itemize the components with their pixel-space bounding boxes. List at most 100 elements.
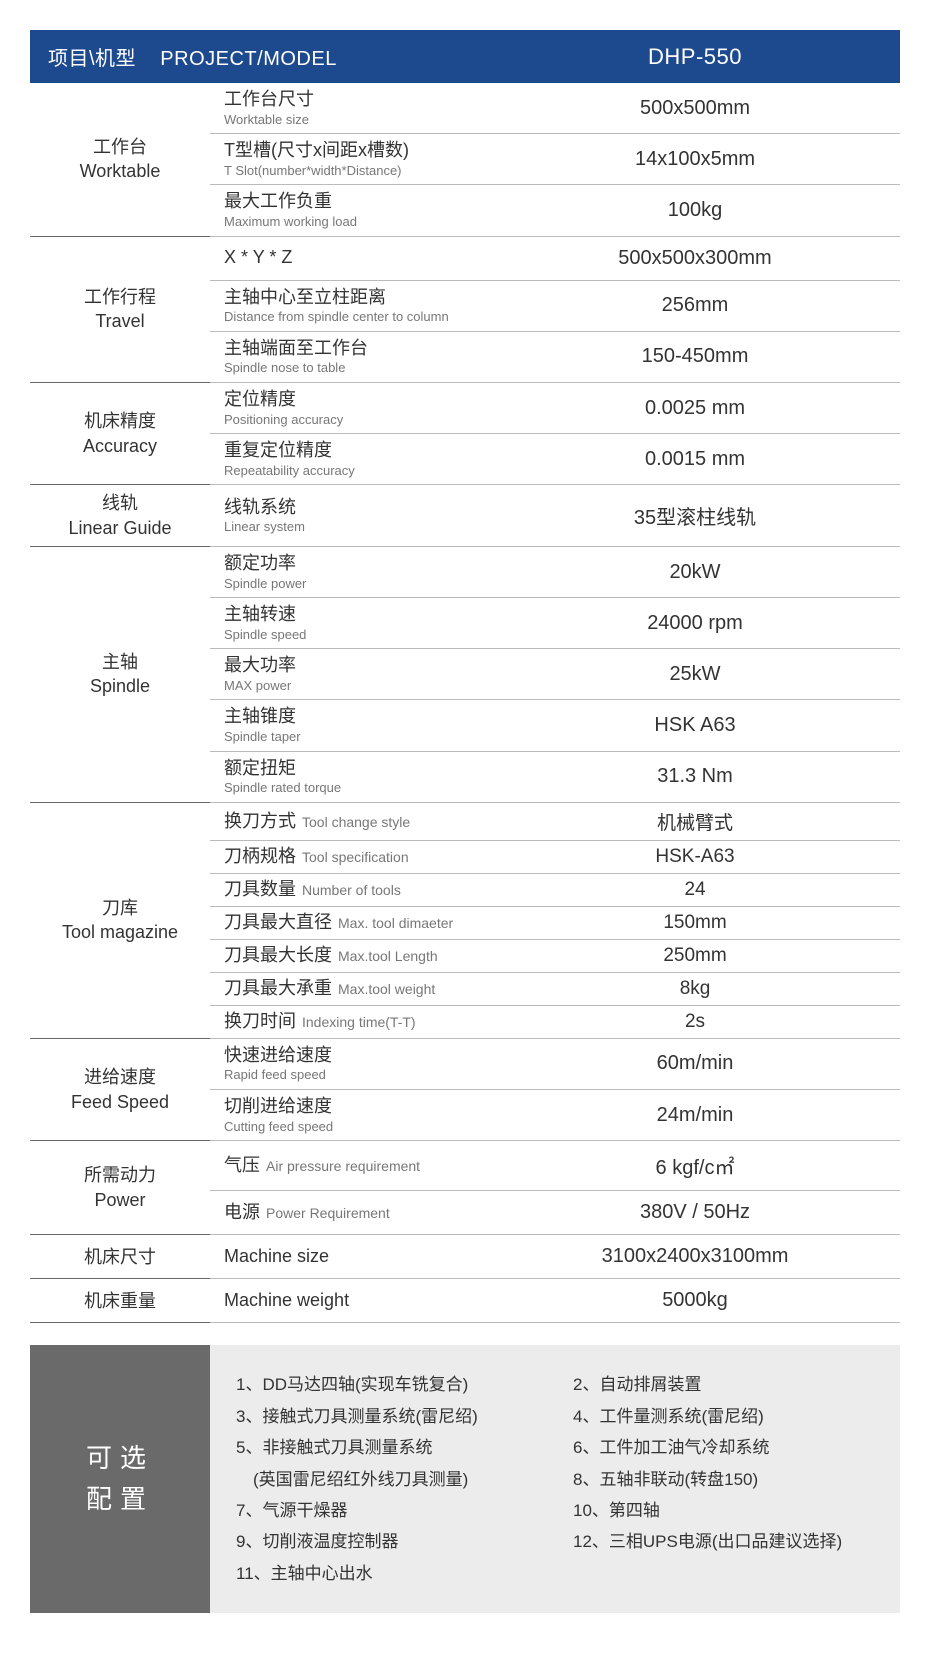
param-en: Max. tool dimaeter (338, 915, 453, 931)
optional-title: 可选 配置 (30, 1345, 210, 1613)
param-cell: T型槽(尺寸x间距x槽数)T Slot(number*width*Distanc… (210, 134, 490, 185)
param-cn: 气压 (224, 1155, 260, 1175)
table-row: 线轨Linear Guide线轨系统Linear system35型滚柱线轨 (30, 485, 900, 547)
param-cell: 主轴转速 Spindle speed (210, 598, 490, 649)
optional-item: 11、主轴中心出水 (236, 1558, 543, 1589)
param-cn: 切削进给速度 (224, 1096, 332, 1116)
param-cell: 额定功率Spindle power (210, 546, 490, 597)
optional-item: 1、DD马达四轴(实现车铣复合) (236, 1369, 543, 1400)
category-en: Accuracy (34, 434, 206, 458)
value-cell: 2s (490, 1005, 900, 1038)
param-en: Max.tool weight (338, 981, 435, 997)
param-cell: 额定扭矩Spindle rated torque (210, 751, 490, 802)
param-cell: 工作台尺寸Worktable size (210, 83, 490, 134)
optional-content: 1、DD马达四轴(实现车铣复合)3、接触式刀具测量系统(雷尼绍)5、非接触式刀具… (210, 1345, 900, 1613)
value-cell: 机械臂式 (490, 802, 900, 840)
header-project: 项目\机型 PROJECT/MODEL (30, 30, 490, 83)
optional-item: 9、切削液温度控制器 (236, 1526, 543, 1557)
param-en: T Slot(number*width*Distance) (224, 163, 476, 179)
value-cell: 250mm (490, 939, 900, 972)
param-cn: 重复定位精度 (224, 440, 332, 460)
table-row: 工作台Worktable工作台尺寸Worktable size500x500mm (30, 83, 900, 134)
param-cell: 刀具最大长度Max.tool Length (210, 939, 490, 972)
category-cn: 线轨 (102, 493, 138, 513)
table-header-row: 项目\机型 PROJECT/MODEL DHP-550 (30, 30, 900, 83)
param-cn: 工作台尺寸 (224, 89, 314, 109)
category-cn: 刀库 (102, 898, 138, 918)
param-cell: Machine weight (210, 1279, 490, 1323)
param-en: Spindle speed (224, 627, 476, 643)
param-cn: 主轴转速 (224, 604, 296, 624)
param-cn: 刀具数量 (224, 879, 296, 899)
optional-item: 12、三相UPS电源(出口品建议选择) (573, 1526, 880, 1557)
value-cell: 256mm (490, 280, 900, 331)
optional-item: 7、气源干燥器 (236, 1495, 543, 1526)
value-cell: 24000 rpm (490, 598, 900, 649)
category-cell: 刀库Tool magazine (30, 802, 210, 1038)
value-cell: 24 (490, 873, 900, 906)
param-cell: X * Y * Z (210, 236, 490, 280)
param-cell: 切削进给速度Cutting feed speed (210, 1090, 490, 1141)
param-cn: Machine weight (224, 1290, 349, 1310)
spec-table: 项目\机型 PROJECT/MODEL DHP-550 工作台Worktable… (30, 30, 900, 1323)
table-row: 刀库Tool magazine换刀方式Tool change style机械臂式 (30, 802, 900, 840)
param-en: MAX power (224, 678, 476, 694)
category-cell: 机床尺寸 (30, 1235, 210, 1279)
optional-item: 3、接触式刀具测量系统(雷尼绍) (236, 1401, 543, 1432)
param-cn: X * Y * Z (224, 247, 292, 267)
optional-item: 8、五轴非联动(转盘150) (573, 1464, 880, 1495)
optional-item: 5、非接触式刀具测量系统 (236, 1432, 543, 1463)
param-cell: 刀柄规格Tool specification (210, 840, 490, 873)
optional-left-column: 1、DD马达四轴(实现车铣复合)3、接触式刀具测量系统(雷尼绍)5、非接触式刀具… (236, 1369, 543, 1589)
value-cell: 31.3 Nm (490, 751, 900, 802)
param-en: Power Requirement (266, 1205, 390, 1221)
param-en: Spindle nose to table (224, 360, 476, 376)
table-row: 所需动力Power气压Air pressure requirement6 kgf… (30, 1141, 900, 1191)
value-cell: HSK A63 (490, 700, 900, 751)
category-en: Linear Guide (34, 516, 206, 540)
category-cell: 进给速度 Feed Speed (30, 1038, 210, 1140)
param-en: Spindle taper (224, 729, 476, 745)
category-cell: 工作行程Travel (30, 236, 210, 382)
param-cell: 刀具最大承重Max.tool weight (210, 972, 490, 1005)
param-en: Linear system (224, 519, 476, 535)
category-cn: 工作台 (93, 137, 147, 157)
category-cell: 所需动力 Power (30, 1141, 210, 1235)
param-cn: 快速进给速度 (224, 1045, 332, 1065)
param-cell: 定位精度Positioning accuracy (210, 382, 490, 433)
param-cell: 刀具数量Number of tools (210, 873, 490, 906)
value-cell: 14x100x5mm (490, 134, 900, 185)
param-en: Repeatability accuracy (224, 463, 476, 479)
value-cell: 0.0015 mm (490, 434, 900, 485)
table-row: 机床尺寸Machine size3100x2400x3100mm (30, 1235, 900, 1279)
category-en: Tool magazine (34, 920, 206, 944)
param-cell: 主轴中心至立柱距离Distance from spindle center to… (210, 280, 490, 331)
param-cn: 额定扭矩 (224, 758, 296, 778)
table-row: 进给速度Feed Speed快速进给速度Rapid feed speed60m/… (30, 1038, 900, 1089)
param-en: Tool specification (302, 849, 409, 865)
value-cell: HSK-A63 (490, 840, 900, 873)
param-en: Rapid feed speed (224, 1067, 476, 1083)
value-cell: 25kW (490, 649, 900, 700)
param-cell: 气压Air pressure requirement (210, 1141, 490, 1191)
param-cell: 最大工作负重Maximum working load (210, 185, 490, 236)
value-cell: 5000kg (490, 1279, 900, 1323)
param-cn: 最大工作负重 (224, 191, 332, 211)
category-en: Feed Speed (34, 1090, 206, 1114)
param-cn: 主轴端面至工作台 (224, 338, 368, 358)
param-cn: 电源 (224, 1202, 260, 1222)
category-cn: 进给速度 (84, 1067, 156, 1087)
param-en: Max.tool Length (338, 948, 438, 964)
value-cell: 0.0025 mm (490, 382, 900, 433)
param-cell: Machine size (210, 1235, 490, 1279)
value-cell: 500x500x300mm (490, 236, 900, 280)
table-row: 主轴Spindle额定功率Spindle power20kW (30, 546, 900, 597)
category-cn: 所需动力 (84, 1165, 156, 1185)
param-cell: 线轨系统Linear system (210, 485, 490, 547)
category-cn: 主轴 (102, 652, 138, 672)
header-cn: 项目\机型 (48, 48, 136, 70)
optional-title-line1: 可选 (86, 1438, 154, 1480)
category-en: Power (34, 1188, 206, 1212)
param-cell: 电源 Power Requirement (210, 1191, 490, 1235)
param-cell: 换刀时间Indexing time(T-T) (210, 1005, 490, 1038)
